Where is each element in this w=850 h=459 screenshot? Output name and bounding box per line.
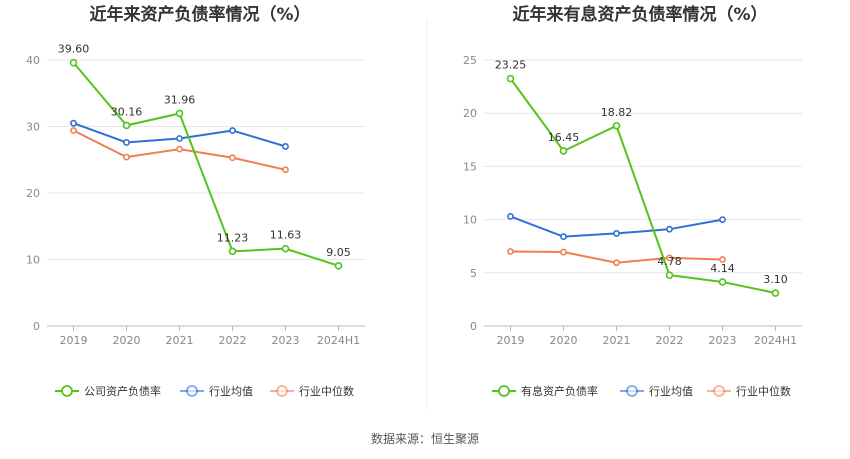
data-label: 39.60 [58,43,90,56]
data-point [281,244,290,253]
x-tick-label: 2019 [497,334,525,347]
data-point [506,74,515,83]
data-point [122,121,131,130]
data-label: 4.78 [657,255,682,268]
data-point [665,271,674,279]
data-label: 9.05 [326,246,351,259]
data-point [334,262,343,270]
data-label: 23.25 [495,59,527,72]
data-point [229,154,236,162]
data-point [560,233,567,241]
legend-label: 行业中位数 [736,384,791,398]
x-tick-label: 2022 [219,334,247,347]
data-point [718,278,727,286]
chart-panel-2: 近年来有息资产负债率情况（%） 0 5 10 15 20 25 2019 2020 2021 202… [463,4,802,398]
data-label: 30.16 [111,105,143,118]
legend-marker [276,385,288,397]
legend-label: 行业均值 [209,385,253,398]
source-note: 数据来源：恒生聚源 [371,431,479,446]
data-point [507,213,514,220]
data-point [282,166,289,174]
chart-panel-1: 近年来资产负债率情况（%） 0 10 20 30 40 2019 2020 2021 2022 20… [26,4,365,398]
data-point [666,225,673,233]
data-point [228,247,237,256]
y-tick-label: 15 [463,160,477,173]
x-tick-label: 2021 [603,334,631,347]
legend-marker [61,385,73,397]
y-tick-label: 10 [463,214,477,227]
data-point [70,119,77,127]
y-tick-label: 20 [463,107,477,120]
legend-label: 公司资产负债率 [84,384,161,398]
y-tick-label: 20 [26,187,40,200]
chart-title: 近年来资产负债率情况（%） [89,4,310,25]
series-line-1 [509,78,776,294]
data-point [666,254,673,262]
x-tick-label: 2023 [272,334,300,347]
data-point [70,127,77,134]
x-tick-label: 2024H1 [317,334,360,347]
x-tick-label: 2020 [113,334,141,347]
data-point [559,147,568,155]
x-tick-label: 2019 [60,334,88,347]
data-point [123,139,130,146]
legend-label: 行业中位数 [299,384,354,398]
legend-marker [186,385,198,397]
data-point [176,135,183,142]
y-tick-label: 40 [26,54,40,67]
data-point [719,256,726,263]
data-label: 11.63 [270,229,302,242]
data-label: 3.10 [763,273,788,286]
data-point [613,230,620,237]
data-point [613,259,620,267]
y-tick-label: 0 [33,320,40,333]
legend-label: 有息资产负债率 [521,384,598,398]
data-point [560,248,567,256]
chart-title: 近年来有息资产负债率情况（%） [512,4,767,25]
data-label: 16.45 [548,131,580,144]
y-tick-label: 10 [26,254,40,267]
data-point [123,153,130,161]
x-tick-label: 2024H1 [754,334,797,347]
data-label: 11.23 [217,231,249,244]
data-point [229,127,236,134]
x-tick-label: 2020 [550,334,578,347]
data-label: 31.96 [164,93,196,106]
legend-label: 行业均值 [649,385,693,398]
x-tick-label: 2023 [709,334,737,347]
x-tick-label: 2022 [656,334,684,347]
legend-marker [498,385,510,397]
data-point [507,248,514,255]
data-label: 4.14 [710,262,735,275]
legend-marker [626,385,638,397]
data-point [771,289,780,297]
data-point [175,109,184,118]
y-tick-label: 5 [470,267,477,280]
data-point [612,121,621,130]
legend-marker [713,385,725,397]
data-point [719,216,726,223]
data-label: 18.82 [601,106,633,119]
series-line-1 [72,62,339,267]
y-tick-label: 25 [463,54,477,67]
data-point [176,145,183,153]
x-tick-label: 2021 [166,334,194,347]
y-tick-label: 30 [26,121,40,134]
data-point [282,143,289,150]
y-tick-label: 0 [470,320,477,333]
data-point [69,58,78,67]
